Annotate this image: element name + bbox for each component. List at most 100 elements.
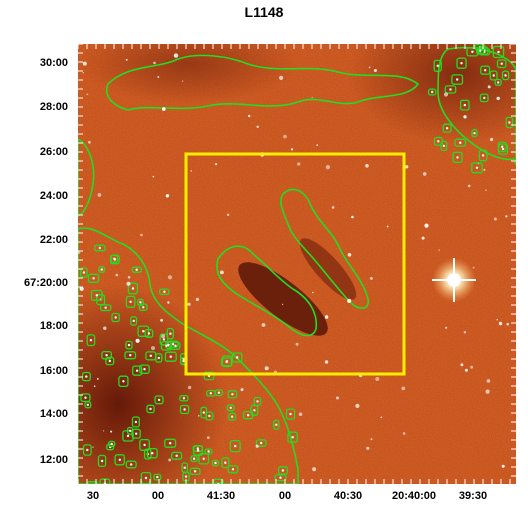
star xyxy=(113,258,117,261)
contour-clump xyxy=(496,59,507,69)
y-tick-label: 22:00 xyxy=(39,234,68,246)
star xyxy=(149,354,152,357)
dark-cloud-upper-right xyxy=(348,44,516,144)
contour-clump xyxy=(480,65,491,75)
contour-clump xyxy=(179,404,190,415)
sky-image-frame xyxy=(78,44,516,484)
star xyxy=(181,80,184,82)
star xyxy=(442,144,446,148)
star xyxy=(202,411,205,414)
star xyxy=(479,49,482,52)
contour-clump xyxy=(451,74,464,85)
star xyxy=(421,236,425,240)
star xyxy=(151,346,155,351)
star xyxy=(231,393,234,396)
star xyxy=(496,319,498,321)
contour-clump xyxy=(211,459,220,467)
star xyxy=(130,463,133,466)
contour-clump xyxy=(274,474,287,482)
star xyxy=(366,446,370,450)
star xyxy=(79,286,84,291)
contour-clump xyxy=(80,267,88,278)
star xyxy=(297,162,301,166)
y-tick-label: 67:20:00 xyxy=(23,277,68,289)
star xyxy=(298,412,303,417)
star xyxy=(132,319,135,323)
star xyxy=(169,332,172,335)
star xyxy=(174,344,177,347)
star xyxy=(175,454,178,457)
x-tick-label: 41:30 xyxy=(206,490,236,502)
star xyxy=(256,125,259,128)
star xyxy=(103,430,105,432)
star xyxy=(324,315,329,319)
star xyxy=(370,277,373,280)
star xyxy=(279,476,282,479)
star xyxy=(167,275,173,280)
contour-clump xyxy=(273,419,280,430)
dark-cloud-top xyxy=(78,44,298,104)
star xyxy=(206,436,210,439)
star xyxy=(230,415,234,418)
star xyxy=(225,360,228,364)
star xyxy=(104,306,107,309)
star xyxy=(370,438,373,441)
contour-clump xyxy=(90,289,103,301)
star xyxy=(236,356,239,359)
contour-clump xyxy=(203,371,215,381)
contour-clump xyxy=(190,455,198,463)
star xyxy=(505,215,508,218)
star xyxy=(497,81,500,84)
contour-clump xyxy=(84,401,92,409)
y-tick-label: 28:00 xyxy=(39,101,68,113)
star xyxy=(82,72,84,74)
star xyxy=(234,444,237,448)
contour-clump xyxy=(193,445,204,456)
star xyxy=(437,140,440,143)
star xyxy=(162,107,166,111)
contour-clump xyxy=(212,478,224,484)
contour-clump xyxy=(97,454,107,468)
contour-clump xyxy=(146,447,158,459)
star xyxy=(483,168,486,171)
star xyxy=(424,223,429,228)
star xyxy=(226,213,230,216)
contour-clump xyxy=(166,327,174,340)
star xyxy=(231,468,235,471)
star xyxy=(443,92,449,97)
contour-clump xyxy=(93,244,106,252)
star xyxy=(282,303,284,305)
star xyxy=(110,430,113,433)
star xyxy=(135,432,138,435)
contour-clump xyxy=(227,465,239,474)
star xyxy=(78,251,81,254)
contour-clump xyxy=(514,159,516,166)
star xyxy=(256,400,259,403)
star xyxy=(445,326,448,329)
star xyxy=(182,359,185,363)
star xyxy=(291,436,294,439)
star xyxy=(260,441,263,445)
contour-filament xyxy=(280,188,370,309)
star xyxy=(97,193,102,197)
contour-clump xyxy=(478,149,488,162)
star xyxy=(471,50,474,53)
star xyxy=(463,103,466,107)
contour-clump xyxy=(242,410,254,420)
star xyxy=(184,475,188,478)
star xyxy=(196,449,200,452)
contour-clump xyxy=(229,439,241,453)
x-tick-label: 00 xyxy=(151,490,165,502)
star xyxy=(135,338,140,343)
star xyxy=(100,459,104,463)
y-tick-label: 24:00 xyxy=(39,190,68,202)
star xyxy=(380,416,383,419)
star xyxy=(486,379,491,383)
star xyxy=(108,359,111,363)
star xyxy=(487,85,491,89)
star xyxy=(402,432,406,435)
star xyxy=(365,164,369,168)
star xyxy=(481,154,485,157)
contour-clump xyxy=(114,454,125,466)
contour-clump xyxy=(124,351,137,360)
